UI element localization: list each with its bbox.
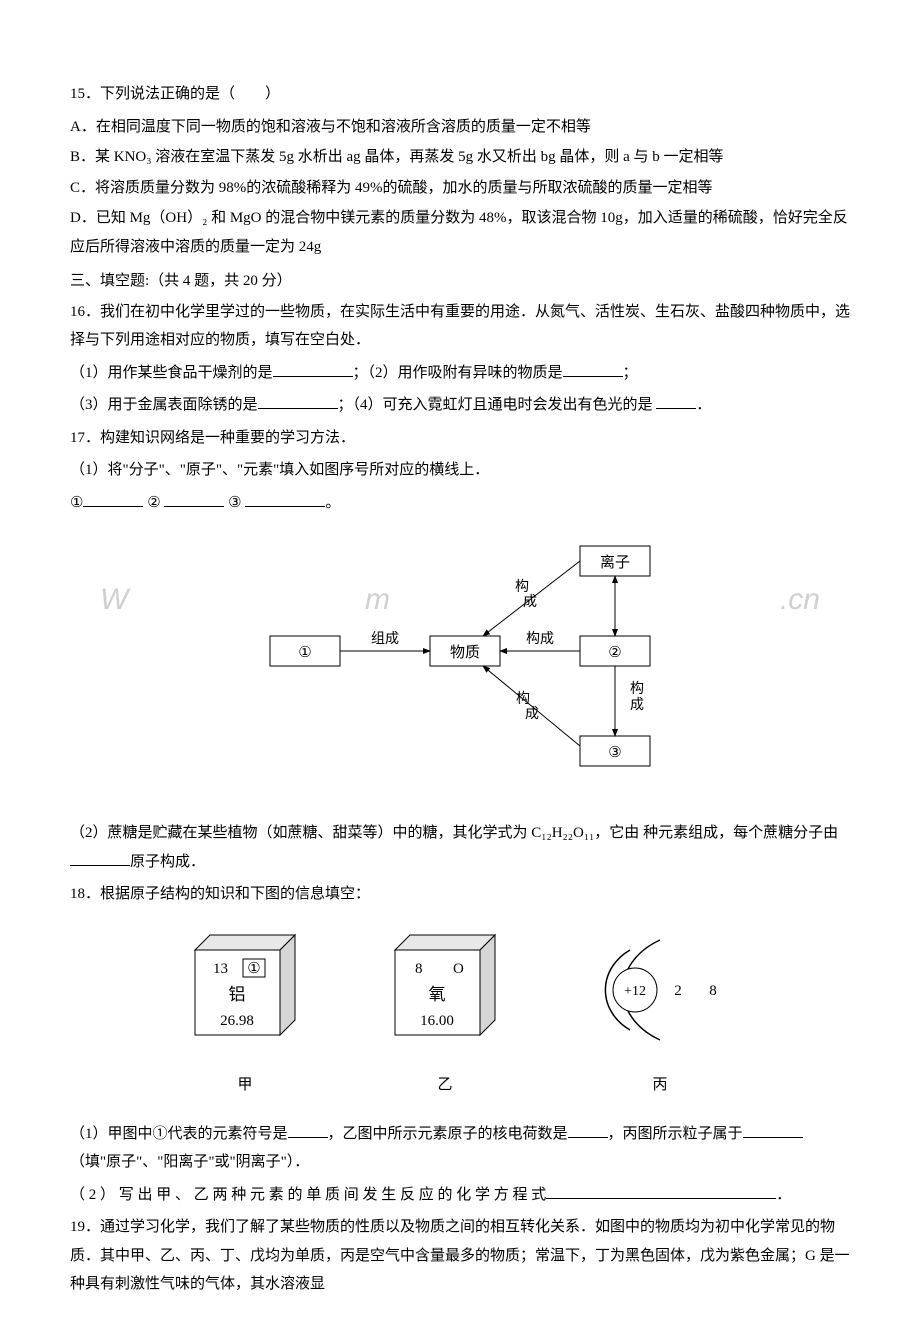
q15-stem: 15．下列说法正确的是（ ） [70, 80, 850, 109]
q16-line2: （3）用于金属表面除锈的是 ；（4）可充入霓虹灯且通电时会发出有色光的是 ． [70, 391, 850, 420]
q16-p1c: ； [623, 365, 638, 381]
q18-p2: （ 2 ） 写 出 甲 、 乙 两 种 元 素 的 单 质 间 发 生 反 应 … [70, 1181, 850, 1210]
blank[interactable] [288, 1123, 328, 1138]
q16-p2b: ；（4）可充入霓虹灯且通电时会发出有色光的是 [338, 397, 653, 413]
q17-svg: ① 物质 ② 离子 ③ 组成 构成 构 成 构 成 构 成 [240, 531, 680, 791]
q17-b2-label: ② [147, 495, 160, 511]
q18-p1c: ，丙图所示粒子属于 [608, 1126, 743, 1142]
node-ion: 离子 [600, 554, 630, 571]
blank[interactable] [656, 394, 696, 409]
q19-stem: 19．通过学习化学，我们了解了某些物质的性质以及物质之间的相互转化关系．如图中的… [70, 1213, 850, 1299]
q16-p2c: ． [696, 397, 711, 413]
q17-b3-label: ③ [228, 495, 241, 511]
q17-bend: 。 [325, 495, 340, 511]
q17-blanks: ① ② ③ 。 [70, 489, 850, 518]
edge-gc1: 构成 [526, 631, 554, 647]
watermark-left: W [100, 571, 128, 628]
q18-p1b: ，乙图中所示元素原子的核电荷数是 [328, 1126, 568, 1142]
blank[interactable] [164, 492, 224, 507]
q17-p2: （2）蔗糖是贮藏在某些植物（如蔗糖、甜菜等）中的糖，其化学式为 C₁₂H₂₂O₁… [70, 819, 850, 876]
fig-yi: 8 O 氧 16.00 乙 [375, 925, 515, 1100]
yi-mass: 16.00 [420, 1013, 454, 1029]
svg-text:成: 成 [525, 706, 539, 722]
q18-p1d: （填"原子"、"阳离子"或"阴离子"）． [70, 1154, 309, 1170]
q17-p1: （1）将"分子"、"原子"、"元素"填入如图序号所对应的横线上． [70, 456, 850, 485]
q16-line1: （1）用作某些食品干燥剂的是 ；（2）用作吸附有异味的物质是 ； [70, 359, 850, 388]
q17-p2b-pre: 种元素组成，每个蔗糖分子由 [643, 825, 838, 841]
node-1: ① [298, 645, 311, 661]
fig-jia: 13 ① 铝 26.98 甲 [175, 925, 315, 1100]
watermark-right: .cn [780, 571, 820, 628]
svg-text:构: 构 [630, 681, 644, 697]
q15-opt-b: B．某 KNO₃ 溶液在室温下蒸发 5g 水析出 ag 晶体，再蒸发 5g 水又… [70, 143, 850, 172]
q18-p1: （1）甲图中①代表的元素符号是 ，乙图中所示元素原子的核电荷数是 ，丙图所示粒子属于… [70, 1120, 850, 1177]
q18-p2end: ． [776, 1187, 791, 1203]
fig-bing: +12 2 8 丙 [575, 925, 745, 1100]
blank[interactable] [568, 1123, 608, 1138]
svg-text:成: 成 [523, 594, 537, 610]
q18-figure-row: 13 ① 铝 26.98 甲 8 O 氧 16.00 乙 +12 2 8 [70, 925, 850, 1100]
q15-opt-d: D．已知 Mg（OH）₂ 和 MgO 的混合物中镁元素的质量分数为 48%，取该… [70, 204, 850, 261]
blank[interactable] [83, 492, 143, 507]
jia-circ: ① [247, 961, 260, 977]
section-3-header: 三、填空题:（共 4 题，共 20 分） [70, 267, 850, 296]
q18-p1a: （1）甲图中①代表的元素符号是 [70, 1126, 288, 1142]
blank[interactable] [273, 362, 353, 377]
yi-name: 氧 [429, 985, 446, 1004]
jia-num: 13 [213, 961, 228, 977]
bing-s2: 8 [709, 983, 717, 999]
svg-text:成: 成 [630, 697, 644, 713]
q15-opt-a: A．在相同温度下同一物质的饱和溶液与不饱和溶液所含溶质的质量一定不相等 [70, 113, 850, 142]
svg-text:构: 构 [516, 691, 530, 707]
node-3: ③ [608, 745, 621, 761]
q18-stem: 18．根据原子结构的知识和下图的信息填空： [70, 880, 850, 909]
q16-stem: 16．我们在初中化学里学过的一些物质，在实际生活中有重要的用途．从氮气、活性炭、… [70, 298, 850, 355]
node-2: ② [608, 645, 621, 661]
q17-p2a: （2）蔗糖是贮藏在某些植物（如蔗糖、甜菜等）中的糖，其化学式为 C₁₂H₂₂O₁… [70, 825, 639, 841]
blank[interactable] [743, 1123, 803, 1138]
q16-p1a: （1）用作某些食品干燥剂的是 [70, 365, 273, 381]
yi-num: 8 [415, 961, 423, 977]
yi-label: 乙 [375, 1071, 515, 1100]
yi-sym: O [453, 961, 464, 977]
q16-p2a: （3）用于金属表面除锈的是 [70, 397, 258, 413]
bing-label: 丙 [575, 1071, 745, 1100]
node-matter: 物质 [450, 644, 480, 661]
edge-zucheng: 组成 [371, 631, 399, 647]
edge-gc2: 构 [515, 579, 529, 595]
blank[interactable] [70, 851, 130, 866]
blank[interactable] [245, 492, 325, 507]
jia-label: 甲 [175, 1071, 315, 1100]
q17-stem: 17．构建知识网络是一种重要的学习方法． [70, 424, 850, 453]
blank[interactable] [258, 394, 338, 409]
q17-figure: W m .cn ① 物质 ② 离子 ③ 组成 构成 构 成 构 成 [70, 531, 850, 791]
bing-s1: 2 [674, 983, 682, 999]
q17-b1-label: ① [70, 495, 83, 511]
q18-p2a: （ 2 ） 写 出 甲 、 乙 两 种 元 素 的 单 质 间 发 生 反 应 … [70, 1187, 546, 1203]
jia-name: 铝 [229, 985, 246, 1004]
q15-opt-c: C．将溶质质量分数为 98%的浓硫酸稀释为 49%的硫酸，加水的质量与所取浓硫酸… [70, 174, 850, 203]
bing-center: +12 [624, 984, 646, 999]
jia-mass: 26.98 [220, 1013, 254, 1029]
q17-p2c: 原子构成． [130, 854, 205, 870]
blank[interactable] [563, 362, 623, 377]
q16-p1b: ；（2）用作吸附有异味的物质是 [353, 365, 563, 381]
blank[interactable] [546, 1184, 776, 1199]
